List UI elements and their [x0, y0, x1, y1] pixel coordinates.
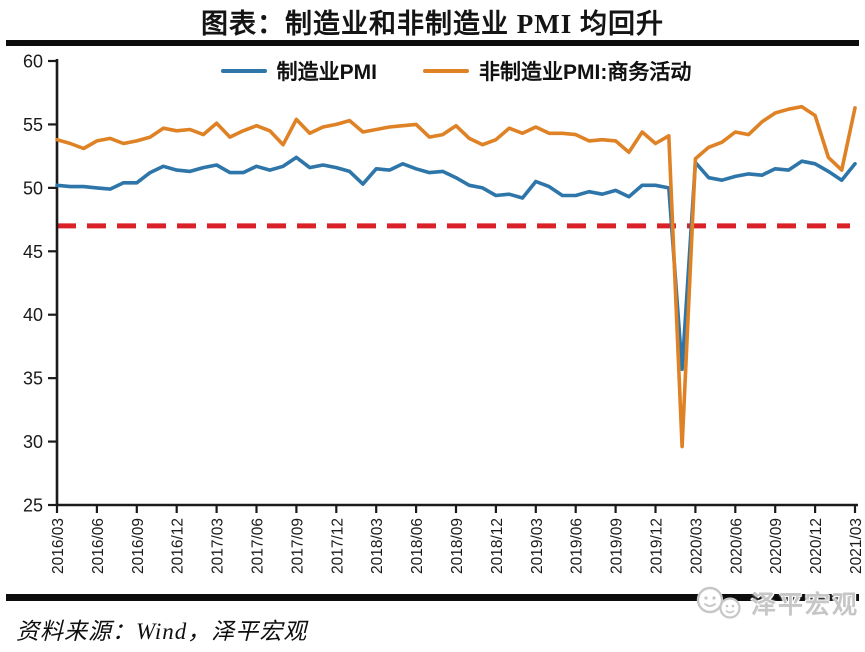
legend-item-manufacturing-pmi: 制造业PMI — [220, 56, 377, 86]
svg-text:2020/06: 2020/06 — [728, 518, 745, 574]
legend-label: 制造业PMI — [276, 61, 377, 84]
svg-text:2017/12: 2017/12 — [329, 518, 346, 574]
legend-item-nonmanufacturing-pmi: 非制造业PMI:商务活动 — [423, 56, 691, 86]
chart-legend: 制造业PMI 非制造业PMI:商务活动 — [57, 56, 855, 86]
svg-text:2020/09: 2020/09 — [768, 518, 785, 574]
y-axis-labels: 60 55 50 45 40 35 30 25 — [23, 52, 43, 516]
svg-text:60: 60 — [23, 52, 43, 72]
svg-text:2021/03: 2021/03 — [848, 518, 865, 574]
bottom-divider — [6, 594, 859, 601]
chart-title: 图表：制造业和非制造业 PMI 均回升 — [201, 9, 664, 39]
svg-text:2016/06: 2016/06 — [90, 518, 107, 574]
svg-text:2017/06: 2017/06 — [250, 518, 267, 574]
svg-text:50: 50 — [23, 178, 43, 198]
svg-text:2019/09: 2019/09 — [609, 518, 626, 574]
manufacturing-line-swatch — [220, 69, 267, 73]
axes — [48, 59, 858, 513]
svg-text:35: 35 — [23, 369, 43, 389]
svg-text:2018/06: 2018/06 — [409, 518, 426, 574]
svg-text:2018/12: 2018/12 — [489, 518, 506, 574]
top-divider — [6, 40, 859, 46]
svg-text:2017/09: 2017/09 — [289, 518, 306, 574]
brand-watermark-text: 泽平宏观 — [750, 591, 859, 619]
legend-label: 非制造业PMI:商务活动 — [479, 61, 692, 84]
svg-text:2018/03: 2018/03 — [369, 518, 386, 574]
brand-watermark: 泽平宏观 — [694, 585, 859, 621]
brand-faces-icon — [696, 586, 741, 619]
nonmanufacturing-line-swatch — [423, 69, 469, 73]
svg-text:2016/09: 2016/09 — [130, 518, 147, 574]
data-series — [55, 104, 857, 449]
svg-text:2018/09: 2018/09 — [449, 518, 466, 574]
svg-text:2019/06: 2019/06 — [569, 518, 586, 574]
svg-text:55: 55 — [23, 115, 43, 135]
svg-text:2020/12: 2020/12 — [808, 518, 825, 574]
svg-text:40: 40 — [23, 305, 43, 325]
svg-text:25: 25 — [23, 496, 43, 516]
svg-text:2016/03: 2016/03 — [50, 518, 67, 574]
svg-text:45: 45 — [23, 242, 43, 262]
svg-text:2017/03: 2017/03 — [210, 518, 227, 574]
x-axis-labels: 2016/03 2016/06 2016/09 2016/12 2017/03 2017/… — [50, 518, 865, 574]
source-note: 资料来源：Wind，泽平宏观 — [16, 619, 308, 644]
svg-text:2020/03: 2020/03 — [688, 518, 705, 574]
svg-text:2016/12: 2016/12 — [170, 518, 187, 574]
svg-text:2019/12: 2019/12 — [649, 518, 666, 574]
svg-text:30: 30 — [23, 432, 43, 452]
svg-text:2019/03: 2019/03 — [529, 518, 546, 574]
